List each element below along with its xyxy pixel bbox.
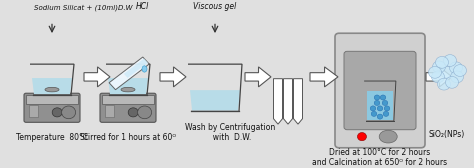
Circle shape: [377, 114, 383, 119]
Polygon shape: [32, 78, 72, 94]
Circle shape: [449, 62, 463, 74]
Circle shape: [377, 106, 383, 111]
Circle shape: [450, 71, 464, 83]
Circle shape: [380, 95, 386, 100]
Circle shape: [128, 108, 138, 117]
Polygon shape: [367, 91, 393, 120]
Circle shape: [374, 95, 380, 100]
Ellipse shape: [121, 87, 135, 92]
Text: Dried at 100°C for 2 hours
and Calcination at 650ᴼ for 2 hours: Dried at 100°C for 2 hours and Calcinati…: [312, 148, 447, 167]
Polygon shape: [310, 67, 338, 87]
Polygon shape: [283, 79, 292, 124]
Text: SiO₂(NPs): SiO₂(NPs): [429, 130, 465, 139]
Circle shape: [357, 133, 366, 141]
Polygon shape: [190, 90, 240, 111]
Polygon shape: [160, 67, 186, 87]
Text: Temperature  80°C: Temperature 80°C: [16, 133, 88, 142]
Circle shape: [446, 76, 458, 88]
Circle shape: [137, 106, 152, 119]
Circle shape: [431, 71, 445, 83]
Polygon shape: [109, 57, 149, 90]
Text: Stirred for 1 hours at 60ᴼ: Stirred for 1 hours at 60ᴼ: [80, 133, 176, 142]
Polygon shape: [274, 107, 282, 119]
Polygon shape: [124, 58, 148, 78]
Circle shape: [62, 106, 76, 119]
Text: Viscous gel: Viscous gel: [193, 2, 237, 11]
Circle shape: [432, 61, 446, 73]
Polygon shape: [245, 67, 271, 87]
Polygon shape: [108, 78, 148, 94]
Circle shape: [428, 66, 441, 78]
Polygon shape: [294, 107, 301, 119]
Bar: [105, 105, 114, 117]
Circle shape: [384, 106, 390, 111]
Bar: [29, 105, 38, 117]
FancyBboxPatch shape: [24, 93, 80, 122]
Polygon shape: [284, 107, 292, 119]
Polygon shape: [84, 67, 110, 87]
Text: HCl: HCl: [136, 2, 149, 11]
Circle shape: [374, 100, 380, 106]
Polygon shape: [293, 79, 302, 124]
Circle shape: [444, 55, 456, 66]
Polygon shape: [426, 67, 452, 87]
Circle shape: [52, 108, 62, 117]
Circle shape: [371, 111, 377, 116]
Circle shape: [440, 66, 454, 78]
Ellipse shape: [45, 87, 59, 92]
Circle shape: [383, 111, 389, 116]
Polygon shape: [273, 79, 283, 124]
Text: Sodium Silicat + (10ml)D.W: Sodium Silicat + (10ml)D.W: [34, 4, 133, 11]
Circle shape: [370, 106, 376, 111]
Circle shape: [436, 56, 448, 68]
FancyBboxPatch shape: [100, 93, 156, 122]
Ellipse shape: [142, 66, 147, 72]
Bar: [26, 95, 78, 104]
Circle shape: [382, 100, 388, 106]
Circle shape: [438, 78, 450, 90]
Circle shape: [454, 65, 466, 76]
FancyBboxPatch shape: [335, 33, 425, 148]
FancyBboxPatch shape: [344, 51, 416, 130]
Text: Wash by Centrifugation
  with  D.W.: Wash by Centrifugation with D.W.: [185, 123, 275, 142]
Ellipse shape: [379, 130, 397, 143]
Bar: [102, 95, 154, 104]
